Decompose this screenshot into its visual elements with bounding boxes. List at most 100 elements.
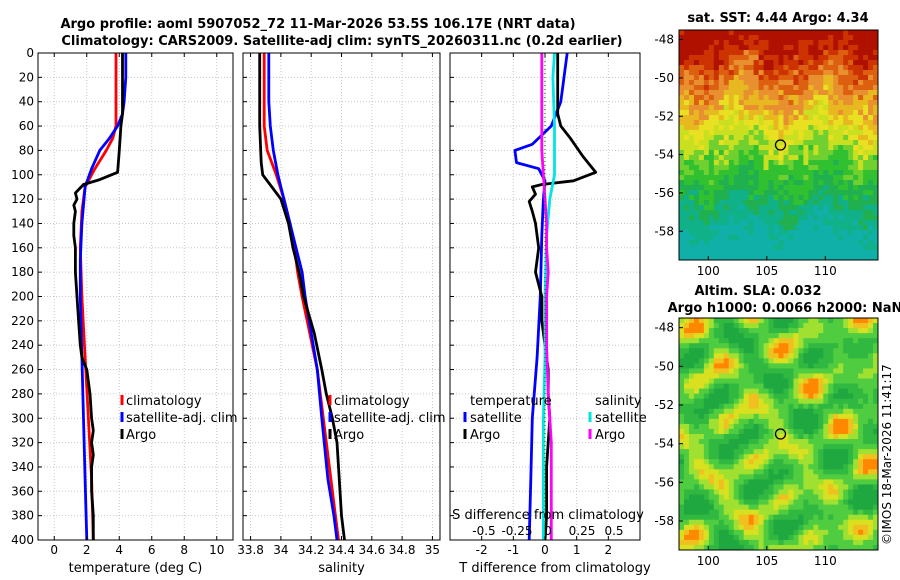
legend-label: satellite	[595, 411, 647, 426]
x-tick-label: 33.8	[237, 543, 264, 557]
y-tick-label: 200	[11, 290, 34, 304]
s-tick-label: -0.25	[501, 524, 532, 538]
legend-label: Argo	[334, 428, 364, 443]
s-tick-label: -0.5	[472, 524, 495, 538]
series-line-argo	[258, 53, 346, 541]
map-x-tick-label: 100	[697, 554, 720, 568]
y-tick-label: 280	[11, 387, 34, 401]
y-tick-label: 340	[11, 460, 34, 474]
x-tick-label: 10	[209, 543, 224, 557]
s-tick-label: 0.5	[604, 524, 623, 538]
y-tick-label: 380	[11, 509, 34, 523]
map-title: sat. SST: 4.44 Argo: 4.34	[687, 11, 868, 26]
legend-label: climatology	[334, 394, 410, 409]
x-axis-label: salinity	[318, 561, 365, 576]
legend-label: satellite-adj. clim	[334, 411, 446, 426]
y-tick-label: 120	[11, 192, 34, 206]
legend-label: satellite-adj. clim	[126, 411, 238, 426]
x-tick-label: 34.6	[358, 543, 385, 557]
x-tick-label: 34.2	[298, 543, 325, 557]
x-tick-label: 34.8	[389, 543, 416, 557]
series-line-satellite-adj-clim	[267, 53, 339, 541]
x-tick-label: 2	[605, 543, 613, 557]
map-x-tick-label: 110	[814, 554, 837, 568]
map-y-tick-label: -50	[654, 71, 674, 85]
map-y-tick-label: -50	[654, 359, 674, 373]
legend-title-salinity: salinity	[595, 394, 642, 409]
map-y-tick-label: -58	[654, 224, 674, 238]
y-tick-label: 140	[11, 216, 34, 230]
y-tick-label: 160	[11, 241, 34, 255]
map-y-tick-label: -52	[654, 109, 674, 123]
panel-temperature: 0 2 4 6 8 10020406080100120140160180200220240…	[11, 46, 238, 576]
x-tick-label: 8	[180, 543, 188, 557]
s-tick-label: 0.25	[569, 524, 596, 538]
series-line-argo	[72, 53, 124, 540]
series-line-s-argo	[540, 53, 553, 540]
series-line-t-satellite	[513, 52, 569, 541]
x-axis-label: T difference from climatology	[458, 561, 651, 576]
y-tick-label: 220	[11, 314, 34, 328]
x-tick-label: 0	[541, 543, 549, 557]
y-tick-label: 360	[11, 484, 34, 498]
panel-salinity: 33.8 34 34.2 34.4 34.6 34.8 35 salinity climatol…	[237, 52, 446, 576]
map-x-tick-label: 105	[755, 554, 778, 568]
y-tick-label: 20	[19, 70, 34, 84]
legend-label: Argo	[470, 428, 500, 443]
legend-label: Argo	[126, 428, 156, 443]
map-raster	[679, 318, 879, 551]
y-tick-label: 300	[11, 411, 34, 425]
map-frame	[678, 29, 879, 261]
y-tick-label: 0	[26, 46, 34, 60]
series-line-t-argo	[527, 53, 598, 541]
map-frame	[678, 317, 879, 551]
sla-map: 100 105 110 -48 -50 -52 -54 -56 -58 Altim. SLA: 0…	[654, 284, 900, 568]
y-tick-label: 180	[11, 265, 34, 279]
x-tick-label: 2	[83, 543, 91, 557]
x-tick-label: 0	[50, 543, 58, 557]
map-x-tick-label: 110	[814, 264, 837, 278]
map-y-tick-label: -48	[654, 321, 674, 335]
x-tick-label: -2	[476, 543, 488, 557]
argo-location-marker	[774, 428, 787, 440]
y-tick-label: 400	[11, 533, 34, 547]
x-tick-label: 4	[115, 543, 123, 557]
title-line-2: Climatology: CARS2009. Satellite-adj cli…	[61, 34, 622, 49]
x-tick-label: 1	[573, 543, 581, 557]
map-raster	[679, 30, 879, 261]
y-tick-label: 40	[19, 95, 34, 109]
y-tick-label: 260	[11, 363, 34, 377]
x-tick-label: 35	[425, 543, 440, 557]
map-y-tick-label: -56	[654, 475, 674, 489]
map-y-tick-label: -54	[654, 148, 674, 162]
x-tick-label: 34	[273, 543, 288, 557]
map-y-tick-label: -54	[654, 437, 674, 451]
map-y-tick-label: -48	[654, 33, 674, 47]
y-tick-label: 320	[11, 436, 34, 450]
x-axis-label: temperature (deg C)	[69, 561, 203, 576]
y-tick-label: 80	[19, 143, 34, 157]
map-y-tick-label: -52	[654, 398, 674, 412]
x-tick-label: 6	[148, 543, 156, 557]
map-y-tick-label: -56	[654, 186, 674, 200]
legend-title-temperature: temperature	[470, 394, 552, 409]
map-y-tick-label: -58	[654, 514, 674, 528]
title-line-1: Argo profile: aoml 5907052_72 11-Mar-202…	[60, 17, 575, 32]
s-axis-label: S difference from climatology	[452, 508, 644, 523]
legend-label: Argo	[595, 428, 625, 443]
panel-difference: -2 -1 0 1 2 T difference from climatology temp…	[449, 52, 651, 576]
x-tick-label: -1	[507, 543, 519, 557]
s-tick-label: 0	[544, 524, 552, 538]
map-x-tick-label: 100	[697, 264, 720, 278]
series-line-s-satellite	[542, 52, 556, 540]
map-title-line-1: Altim. SLA: 0.032	[695, 284, 822, 299]
sst-map: 100 105 110 -48 -50 -52 -54 -56 -58 sat. SST: 4.4…	[654, 11, 879, 278]
x-tick-label: 34.4	[328, 543, 355, 557]
legend-label: satellite	[470, 411, 522, 426]
map-title-line-2: Argo h1000: 0.0066 h2000: NaN	[668, 301, 900, 316]
y-tick-label: 100	[11, 168, 34, 182]
map-x-tick-label: 105	[755, 264, 778, 278]
imos-watermark: ©IMOS 18-Mar-2026 11:41:17	[880, 364, 894, 545]
y-tick-label: 240	[11, 338, 34, 352]
